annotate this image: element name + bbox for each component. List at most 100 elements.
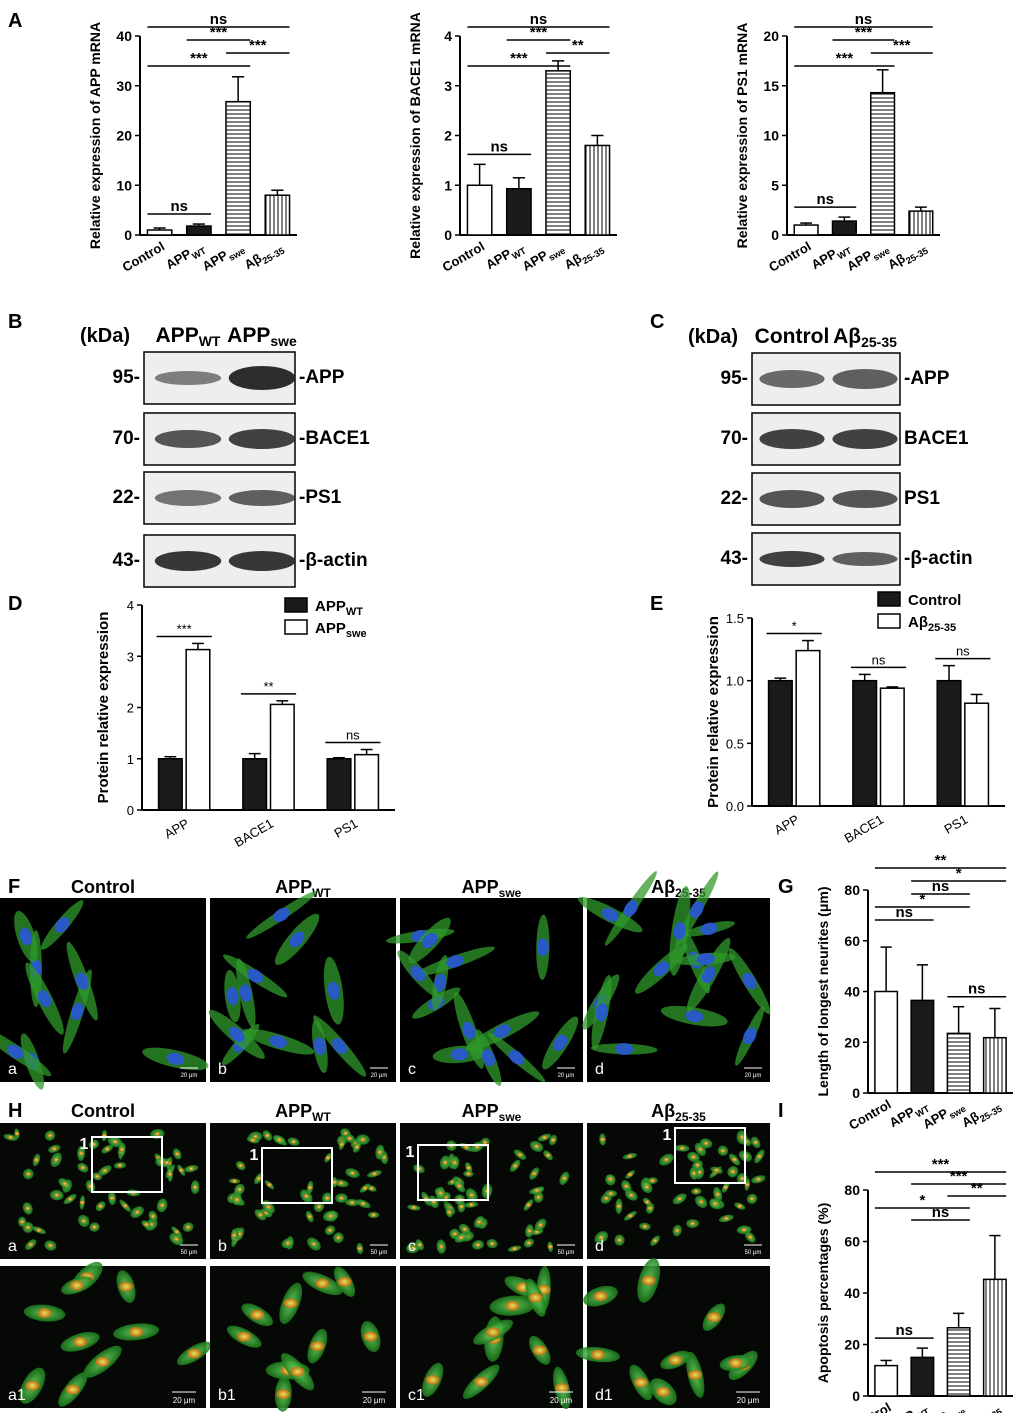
cell-nucleus bbox=[728, 1358, 743, 1369]
x-tick-label-sub: 25-35 bbox=[904, 246, 930, 267]
cell-nucleus bbox=[411, 1205, 417, 1210]
cell-nucleus bbox=[701, 966, 716, 984]
cell-nucleus bbox=[641, 1275, 656, 1286]
cell-nucleus bbox=[526, 1228, 532, 1233]
bar bbox=[852, 679, 878, 807]
micrograph-label: b bbox=[218, 1238, 227, 1255]
cell-nucleus bbox=[250, 1138, 256, 1143]
cell-nucleus bbox=[129, 1326, 144, 1337]
cell-nucleus bbox=[283, 1298, 298, 1309]
y-tick-label: 0.0 bbox=[726, 799, 744, 814]
y-tick-label: 1.0 bbox=[726, 674, 744, 689]
cell-nucleus bbox=[486, 1327, 501, 1338]
cell-nucleus bbox=[371, 1212, 377, 1217]
micrograph-zoom-d1: d1 20 μm bbox=[575, 1258, 770, 1408]
x-tick-label: Control bbox=[846, 1097, 894, 1133]
cell-nucleus bbox=[92, 1225, 98, 1230]
cell-nucleus bbox=[481, 1048, 495, 1067]
cell-nucleus bbox=[238, 1163, 244, 1168]
panel-letter-a: A bbox=[8, 10, 22, 32]
cell-nucleus bbox=[489, 1241, 495, 1246]
cell-nucleus bbox=[616, 1204, 622, 1209]
protein-label: BACE1 bbox=[904, 428, 969, 449]
cell-nucleus bbox=[185, 1225, 191, 1230]
cell-nucleus bbox=[173, 1237, 179, 1242]
cell-nucleus bbox=[174, 1229, 180, 1234]
cell-nucleus bbox=[739, 1135, 745, 1140]
x-tick-label: Control bbox=[120, 239, 168, 275]
legend-label: Aβ25-35 bbox=[908, 614, 956, 634]
lane-label-sub: 25-35 bbox=[861, 334, 897, 350]
protein-band bbox=[228, 366, 296, 390]
significance-label: ** bbox=[263, 679, 273, 694]
bar bbox=[326, 758, 352, 811]
cell-nucleus bbox=[663, 1157, 669, 1162]
cell-nucleus bbox=[51, 1146, 57, 1151]
cell-nucleus bbox=[647, 1206, 653, 1211]
cell-nucleus bbox=[741, 1227, 747, 1232]
y-tick-label: 60 bbox=[844, 1234, 860, 1250]
protein-band bbox=[759, 429, 825, 449]
micrograph-title: APPWT bbox=[275, 1101, 331, 1124]
x-tick-label: APPswe bbox=[844, 239, 891, 277]
cell-nucleus bbox=[633, 1377, 648, 1388]
scale-bar-label: 20 μm bbox=[737, 1396, 760, 1405]
cell-nucleus bbox=[462, 1021, 476, 1040]
cell-nucleus bbox=[192, 1185, 198, 1190]
cell-nucleus bbox=[628, 1193, 634, 1198]
cell-nucleus bbox=[691, 1171, 697, 1176]
x-tick-label: APPWT bbox=[887, 1399, 932, 1413]
y-tick-label: 40 bbox=[844, 1285, 860, 1301]
y-tick-label: 0 bbox=[127, 803, 134, 818]
cell-nucleus bbox=[234, 1197, 240, 1202]
cell-nucleus bbox=[542, 1135, 548, 1140]
y-tick-label: 1.5 bbox=[726, 611, 744, 626]
micrograph-title: APPswe bbox=[462, 1101, 522, 1124]
cell-nucleus bbox=[673, 921, 686, 940]
cell-nucleus bbox=[512, 1246, 518, 1251]
micrograph-label: c bbox=[408, 1061, 416, 1078]
molecular-weight-label: 95- bbox=[721, 368, 748, 389]
cell-nucleus bbox=[8, 1135, 14, 1140]
micrograph-title-main: Aβ bbox=[651, 877, 675, 897]
cell-nucleus bbox=[95, 1356, 110, 1367]
y-tick-label: 15 bbox=[763, 78, 779, 94]
x-tick-label: APPswe bbox=[520, 239, 567, 277]
cell-nucleus bbox=[438, 1244, 444, 1249]
cell-nucleus bbox=[36, 1228, 42, 1233]
y-tick-label: 80 bbox=[844, 1182, 860, 1198]
cell-nucleus bbox=[712, 1201, 718, 1206]
lane-label-main: APP bbox=[227, 324, 270, 347]
cell-nucleus bbox=[627, 1172, 633, 1177]
cell-nucleus bbox=[697, 1147, 703, 1152]
lane-label: Aβ25-35 bbox=[833, 325, 897, 350]
cell-nucleus bbox=[47, 1133, 53, 1138]
cell-nucleus bbox=[19, 927, 33, 946]
cell-nucleus bbox=[102, 1168, 108, 1173]
cell-nucleus bbox=[465, 1171, 471, 1176]
cell-nucleus bbox=[143, 1222, 149, 1227]
cell-nucleus bbox=[747, 1235, 753, 1240]
cell-nucleus bbox=[608, 1191, 614, 1196]
y-tick-label: 2 bbox=[444, 128, 452, 144]
bar bbox=[874, 1364, 899, 1397]
y-tick-label: 80 bbox=[844, 882, 860, 898]
cell-nucleus bbox=[239, 984, 252, 1002]
cell-nucleus bbox=[410, 1245, 416, 1250]
panel-letter-f: F bbox=[8, 876, 20, 898]
cell-nucleus bbox=[54, 1193, 60, 1198]
bar bbox=[225, 100, 252, 236]
cell-nucleus bbox=[482, 1140, 488, 1145]
legend-swatch bbox=[877, 591, 901, 607]
legend-label: APPswe bbox=[315, 620, 367, 640]
cell-nucleus bbox=[677, 1196, 683, 1201]
bar bbox=[874, 990, 899, 1094]
cell-nucleus bbox=[337, 1276, 352, 1287]
micrograph-h-c: APPswe 1 c 50 μm bbox=[400, 1101, 583, 1259]
x-tick-label: Control bbox=[766, 239, 814, 275]
significance-label: * bbox=[919, 891, 925, 908]
scale-bar-label: 20 μm bbox=[550, 1396, 573, 1405]
y-axis-label: Relative expression of PS1 mRNA bbox=[734, 23, 750, 249]
cell-nucleus bbox=[737, 1204, 743, 1209]
